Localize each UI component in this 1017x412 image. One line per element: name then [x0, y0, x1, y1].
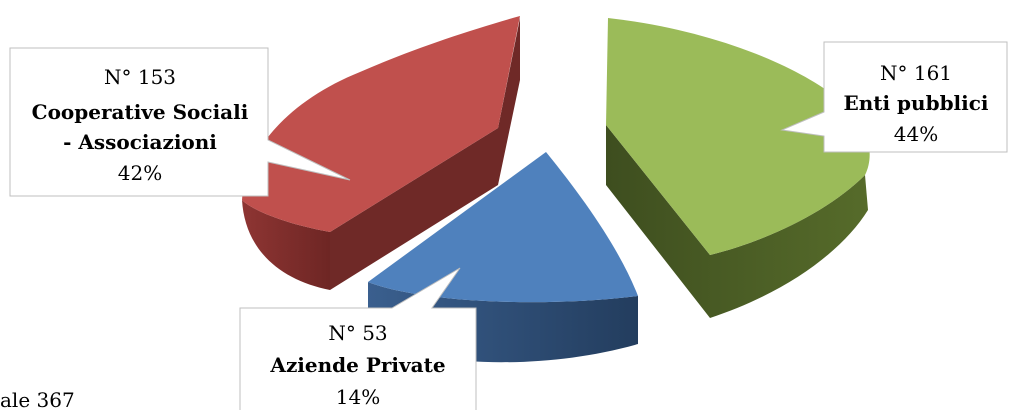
label-enti: N° 161 Enti pubblici 44%	[780, 41, 1008, 153]
pie-slice-coop	[242, 16, 520, 290]
label-enti-box	[780, 41, 1008, 153]
label-coop-box	[9, 47, 351, 197]
label-aziende: N° 53 Aziende Private 14%	[239, 267, 477, 410]
pie-slice-enti-top	[606, 18, 870, 255]
label-coop-category-line2: - Associazioni	[63, 130, 217, 154]
pie-slice-enti	[606, 18, 870, 318]
label-enti-percent: 44%	[894, 122, 938, 146]
label-coop-percent: 42%	[118, 161, 162, 185]
label-aziende-count: N° 53	[328, 321, 387, 345]
label-enti-category: Enti pubblici	[843, 91, 988, 115]
label-aziende-box	[239, 267, 477, 410]
label-coop: N° 153 Cooperative Sociali - Associazion…	[9, 47, 351, 197]
label-aziende-percent: 14%	[336, 385, 380, 409]
pie-slice-enti-side	[606, 125, 868, 318]
pie-slice-aziende-top	[368, 152, 638, 303]
label-coop-category-line1: Cooperative Sociali	[32, 100, 249, 124]
label-aziende-category: Aziende Private	[269, 353, 445, 377]
pie-slice-coop-top	[242, 16, 520, 232]
pie-slice-coop-side	[242, 200, 330, 290]
label-enti-count: N° 161	[880, 61, 952, 85]
partial-caption-text: ale 367	[0, 388, 75, 412]
label-coop-count: N° 153	[104, 65, 176, 89]
pie-slice-coop-side-inner	[330, 18, 520, 290]
